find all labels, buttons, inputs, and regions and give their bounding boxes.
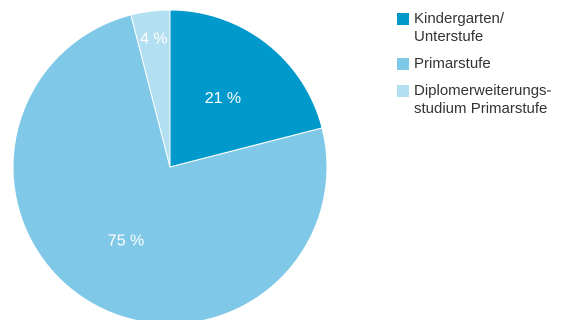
legend-label-line1: Primarstufe xyxy=(414,55,491,72)
pie-slice-diplomerweiterungsstudium xyxy=(130,9,171,168)
pie-slice-kindergarten-unterstufe xyxy=(169,9,323,168)
legend-item-diplomerweiterungsstudium: Diplomerweiterungs- studium Primarstufe xyxy=(397,82,585,118)
legend-swatch-primarstufe xyxy=(397,58,409,70)
legend-label-line2: Unterstufe xyxy=(414,28,484,45)
legend-item-kindergarten-unterstufe: Kindergarten/ Unterstufe xyxy=(397,10,585,46)
legend-label-line1: Diplomerweiterungs- xyxy=(414,82,552,99)
legend-label-line1: Kindergarten/ xyxy=(414,10,505,27)
chart-legend: Kindergarten/ Unterstufe Primarstufe Dip… xyxy=(397,10,585,127)
slice-value-label-kindergarten-unterstufe: 21 % xyxy=(205,90,241,107)
pie-slice-primarstufe xyxy=(12,14,328,320)
legend-swatch-kindergarten-unterstufe xyxy=(397,13,409,25)
legend-item-primarstufe: Primarstufe xyxy=(397,55,585,73)
legend-label-line2: studium Primarstufe xyxy=(414,100,548,117)
slice-value-label-primarstufe: 75 % xyxy=(108,233,144,250)
legend-swatch-diplomerweiterungsstudium xyxy=(397,85,409,97)
slice-value-label-diplomerweiterungsstudium: 4 % xyxy=(140,30,168,47)
